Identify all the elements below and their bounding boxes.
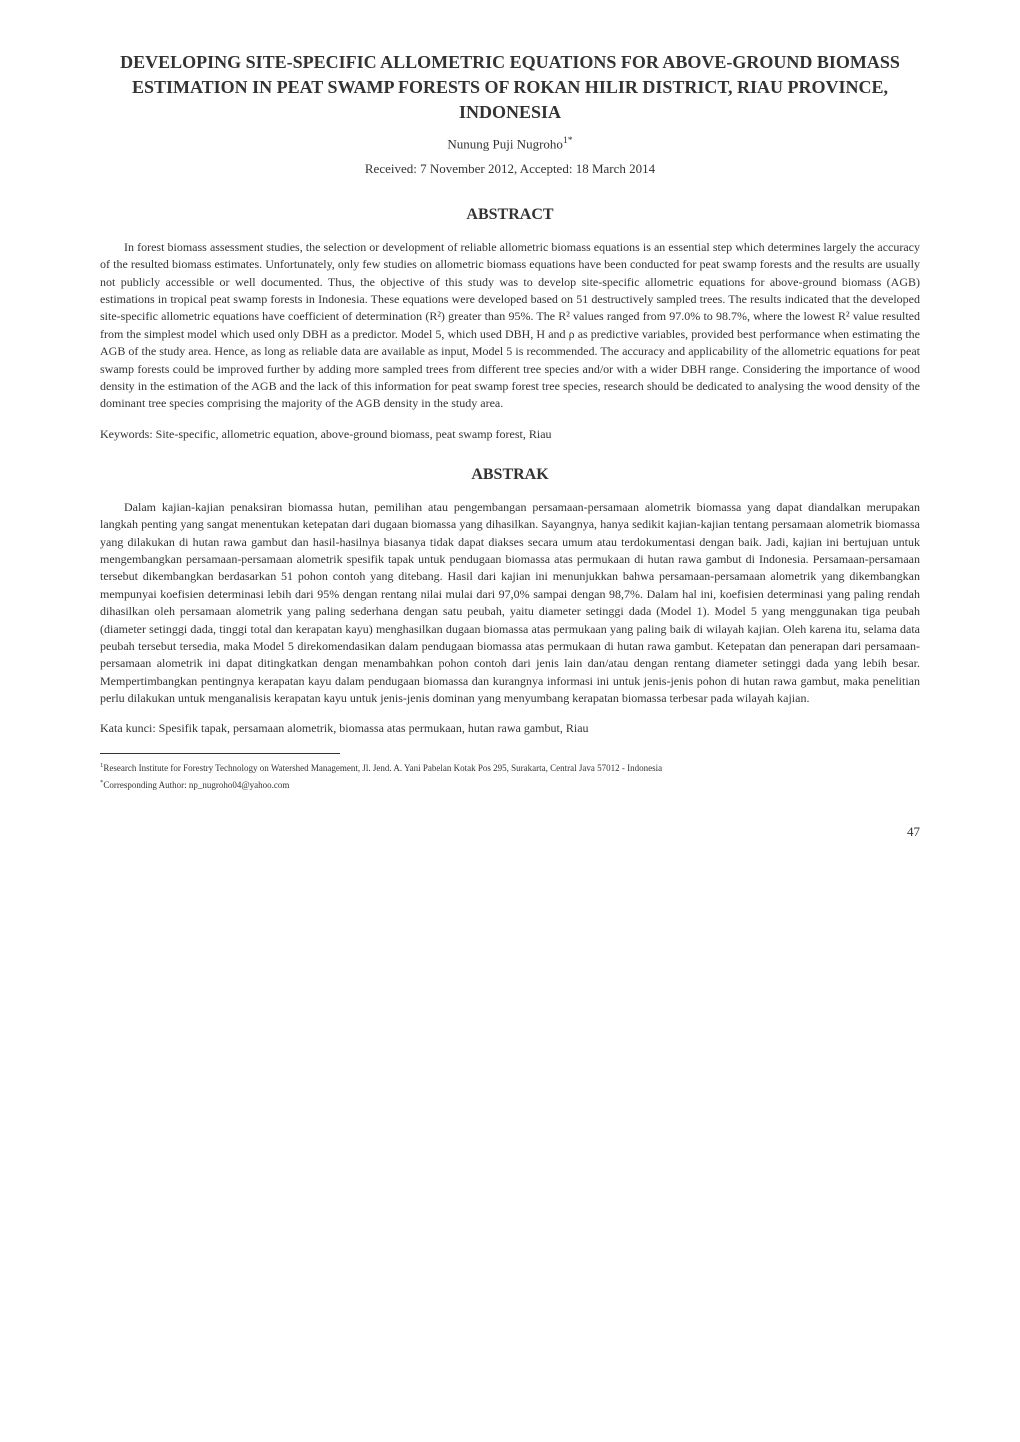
abstract-keywords: Keywords: Site-specific, allometric equa… xyxy=(100,425,920,443)
abstract-heading: ABSTRACT xyxy=(100,203,920,227)
footnote-affiliation: 1Research Institute for Forestry Technol… xyxy=(100,762,920,775)
author-line: Nunung Puji Nugroho1* xyxy=(100,134,920,154)
footnote-corresponding: *Corresponding Author: np_nugroho04@yaho… xyxy=(100,779,920,792)
abstract-body: In forest biomass assessment studies, th… xyxy=(100,239,920,413)
paper-title: DEVELOPING SITE-SPECIFIC ALLOMETRIC EQUA… xyxy=(100,50,920,126)
title-text: DEVELOPING SITE-SPECIFIC ALLOMETRIC EQUA… xyxy=(120,52,900,122)
abstrak-heading: ABSTRAK xyxy=(100,463,920,487)
footnote-separator xyxy=(100,753,340,754)
author-name: Nunung Puji Nugroho xyxy=(447,136,563,151)
dates-line: Received: 7 November 2012, Accepted: 18 … xyxy=(100,159,920,179)
abstrak-body: Dalam kajian-kajian penaksiran biomassa … xyxy=(100,499,920,708)
footnote-corresponding-text: Corresponding Author: np_nugroho04@yahoo… xyxy=(103,780,289,790)
footnote-affiliation-text: Research Institute for Forestry Technolo… xyxy=(103,763,662,773)
page-number: 47 xyxy=(100,822,920,842)
abstrak-keywords: Kata kunci: Spesifik tapak, persamaan al… xyxy=(100,719,920,737)
author-sup: 1* xyxy=(563,135,573,146)
